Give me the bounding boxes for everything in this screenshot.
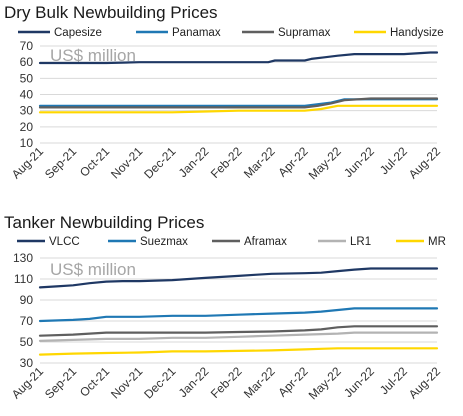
y-tick-label: 30 xyxy=(20,104,34,118)
x-tick-label: Feb-22 xyxy=(208,364,245,401)
series-line xyxy=(38,267,439,289)
x-tick-label: Aug-22 xyxy=(406,144,443,181)
series-line xyxy=(38,97,439,109)
legend-label: MR xyxy=(428,236,446,248)
x-tick-label: Sep-21 xyxy=(42,364,79,401)
chart-title: Dry Bulk Newbuilding Prices xyxy=(4,3,218,22)
series-line xyxy=(38,347,439,356)
x-tick-label: Jan-22 xyxy=(176,364,212,400)
y-tick-label: 130 xyxy=(13,251,33,265)
legend-label: Panamax xyxy=(172,27,221,39)
x-tick-label: Dec-21 xyxy=(141,364,178,401)
chart-title: Tanker Newbuilding Prices xyxy=(4,213,204,232)
x-tick-label: Jun-22 xyxy=(341,144,377,180)
x-tick-label: Sep-21 xyxy=(42,144,79,181)
y-tick-label: 40 xyxy=(20,88,34,102)
y-tick-label: 90 xyxy=(20,293,34,307)
x-tick-label: Nov-21 xyxy=(108,144,145,181)
x-tick-label: Feb-22 xyxy=(208,144,245,181)
legend-label: LR1 xyxy=(350,236,371,248)
y-tick-label: 60 xyxy=(20,55,34,69)
legend-label: Supramax xyxy=(278,27,331,39)
y-tick-label: 110 xyxy=(14,272,33,286)
x-tick-label: Jun-22 xyxy=(341,364,377,400)
legend-label: VLCC xyxy=(49,236,80,248)
y-tick-label: 50 xyxy=(20,335,34,349)
x-tick-label: Apr-22 xyxy=(275,144,311,180)
y-tick-label: 70 xyxy=(20,39,34,53)
x-tick-label: Mar-22 xyxy=(241,144,278,181)
x-tick-label: Oct-21 xyxy=(77,144,113,180)
legend-label: Capesize xyxy=(54,27,102,39)
x-tick-label: Aug-22 xyxy=(406,364,443,401)
series-line xyxy=(38,104,439,114)
legend-label: Suezmax xyxy=(140,236,188,248)
y-tick-label: 10 xyxy=(20,136,34,150)
legend-label: Handysize xyxy=(390,27,444,39)
x-tick-label: Dec-21 xyxy=(141,144,178,181)
x-tick-label: Apr-22 xyxy=(275,364,311,400)
x-tick-label: May-22 xyxy=(306,144,344,182)
y-tick-label: 20 xyxy=(20,120,34,134)
unit-annotation: US$ million xyxy=(50,260,136,279)
series-line xyxy=(38,325,439,337)
y-tick-label: 70 xyxy=(20,314,34,328)
legend-label: Aframax xyxy=(244,236,287,248)
unit-annotation: US$ million xyxy=(50,46,136,65)
series-line xyxy=(38,51,439,65)
x-tick-label: Nov-21 xyxy=(108,364,145,401)
x-tick-label: Jan-22 xyxy=(176,144,212,180)
y-tick-label: 30 xyxy=(20,356,34,370)
y-tick-label: 50 xyxy=(20,71,34,85)
x-tick-label: Oct-21 xyxy=(77,364,113,400)
x-tick-label: May-22 xyxy=(306,364,344,402)
x-tick-label: Mar-22 xyxy=(241,364,278,401)
series-line xyxy=(38,307,439,323)
series-line xyxy=(38,331,439,342)
